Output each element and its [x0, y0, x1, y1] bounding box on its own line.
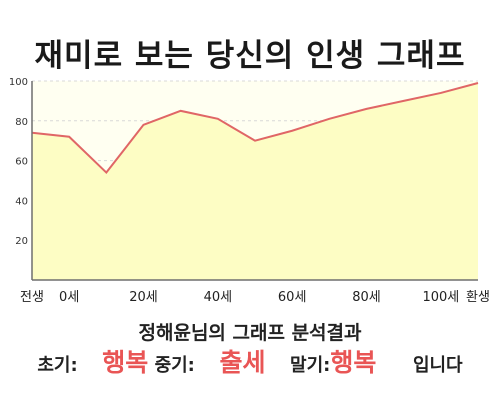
y-tick-label-1: 40	[15, 196, 28, 207]
mid-label: 중기:	[154, 355, 195, 376]
x-tick-label-5: 80세	[352, 290, 381, 305]
y-tick-label-3: 80	[15, 117, 28, 128]
x-tick-labels: 전생 0세 20세 40세 60세 80세 100세 환생	[20, 290, 490, 305]
analysis-result: 초기: 행복 중기: 출세 말기:행복 입니다	[0, 343, 500, 379]
y-tick-label-4: 100	[9, 77, 28, 88]
axes	[31, 81, 478, 281]
page-title: 재미로 보는 당신의 인생 그래프	[34, 38, 466, 74]
area-fill	[32, 82, 478, 281]
life-graph-chart: 20 40 60 80 100 전생 0세 20세 40세 60세 80세 100세 환생	[9, 77, 490, 305]
early-label: 초기:	[37, 355, 78, 376]
x-tick-label-3: 40세	[204, 290, 233, 305]
y-tick-label-0: 20	[15, 236, 28, 247]
y-tick-labels: 20 40 60 80 100	[9, 77, 28, 247]
mid-value: 출세	[219, 348, 266, 377]
x-tick-label-6: 100세	[422, 290, 459, 305]
x-tick-label-0: 전생	[20, 290, 44, 305]
x-tick-label-7: 환생	[466, 290, 490, 305]
early-value: 행복	[102, 348, 149, 377]
x-tick-label-4: 60세	[278, 290, 307, 305]
y-tick-label-2: 60	[15, 157, 28, 168]
late-label: 말기:	[290, 355, 331, 376]
late-value: 행복	[330, 348, 377, 377]
analysis-title: 정해윤님의 그래프 분석결과	[138, 322, 362, 344]
x-tick-label-1: 0세	[59, 290, 79, 305]
x-tick-label-2: 20세	[129, 290, 158, 305]
series-line	[31, 82, 479, 175]
result-suffix: 입니다	[412, 355, 463, 376]
